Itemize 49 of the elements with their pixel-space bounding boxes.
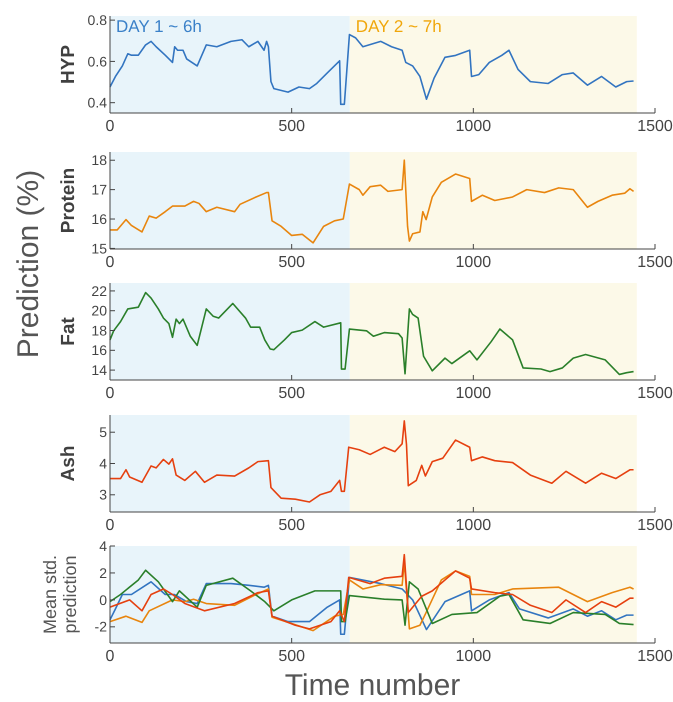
text: Prediction (%): [12, 170, 45, 358]
y-tick-label: 14: [91, 362, 108, 378]
x-tick-label: 1500: [637, 517, 673, 534]
x-tick-label: 1000: [456, 254, 492, 271]
y-tick-label: 18: [91, 322, 108, 338]
y-axis-title: Ash: [58, 446, 79, 482]
y-tick-label: 2: [99, 564, 108, 581]
x-tick-label: 500: [278, 517, 306, 534]
y-tick-label: 4: [99, 538, 108, 554]
band-label: DAY 2 ~ 7h: [356, 17, 442, 36]
line-series: [109, 159, 634, 244]
x-tick-label: 500: [278, 118, 306, 135]
band-label: DAY 1 ~ 6h: [116, 17, 202, 36]
y-axis-title: Mean std. prediction: [40, 554, 80, 634]
y-tick-label: 22: [91, 282, 108, 299]
x-tick-label: 1500: [637, 118, 673, 135]
y-tick-label: 20: [91, 302, 108, 319]
x-tick-label: 1000: [456, 517, 492, 534]
y-axis-title: Protein: [58, 168, 79, 234]
x-tick-label: 500: [278, 385, 306, 402]
x-tick-label: 500: [278, 648, 306, 665]
y-tick-label: 0.6: [88, 53, 108, 70]
line-series: [109, 292, 634, 376]
x-tick-label: 1500: [637, 254, 673, 271]
x-axis-title: Time number: [284, 669, 460, 702]
x-tick-label: 1000: [456, 118, 492, 135]
y-tick-label: 5: [99, 424, 108, 440]
line-series: [109, 576, 634, 636]
x-tick-label: 1500: [637, 385, 673, 402]
y-tick-label: 15: [91, 240, 108, 256]
x-tick-label: 500: [278, 254, 306, 271]
y-tick-label: 0.8: [88, 12, 108, 28]
line-series: [109, 420, 634, 503]
x-tick-label: 1000: [456, 385, 492, 402]
y-tick-label: -2: [94, 618, 108, 635]
x-tick-label: 1000: [456, 648, 492, 665]
y-tick-label: 17: [91, 182, 108, 198]
x-tick-label: 1500: [637, 648, 673, 665]
y-axis-title: Fat: [58, 316, 79, 346]
y-tick-label: 3: [99, 486, 108, 503]
y-tick-label: 0.4: [88, 94, 108, 111]
y-tick-label: 16: [91, 342, 108, 358]
y-tick-label: 4: [99, 455, 108, 472]
y-axis-title: HYP: [58, 44, 79, 84]
line-series: [109, 569, 634, 626]
y-tick-label: 16: [91, 210, 108, 227]
y-tick-label: 0: [99, 592, 108, 608]
y-tick-label: 18: [91, 152, 108, 168]
line-series: [109, 34, 634, 106]
